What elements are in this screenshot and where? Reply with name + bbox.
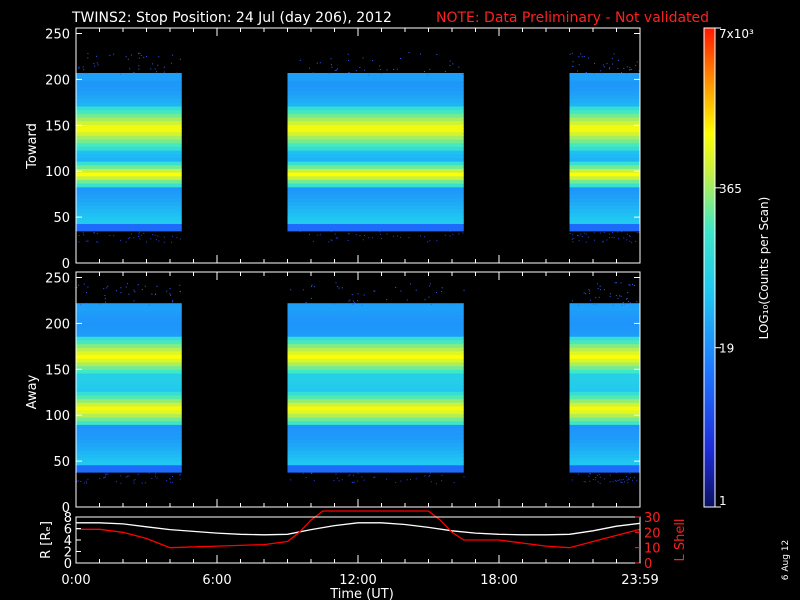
lshell-axis-label: L Shell xyxy=(673,518,688,561)
time-axis-label: Time (UT) xyxy=(329,587,394,600)
y-tick-label: 250 xyxy=(45,272,70,287)
orbit-line-panel: 0246801020300:00 6:00 12:00 18:00 23:59 xyxy=(61,511,660,588)
y-tick-label: 50 xyxy=(53,455,70,470)
away-spectrogram-panel: 050100150200250 xyxy=(45,272,640,516)
x-tick-label: 0:00 xyxy=(61,573,90,588)
away-axis-label: Away xyxy=(25,374,40,409)
y-tick-label-left: 8 xyxy=(64,511,72,526)
y-tick-label: 100 xyxy=(45,165,70,180)
colorbar-label: LOG₁₀(Counts per Scan) xyxy=(757,197,771,340)
toward-spectrogram-panel: 0 50 100 150 200 250 xyxy=(45,28,640,272)
y-tick-label: 50 xyxy=(53,211,70,226)
colorbar-tick-label: 1 xyxy=(719,494,727,508)
y-tick-label: 0 xyxy=(62,257,70,272)
toward-axis-label: Toward xyxy=(25,123,40,170)
colorbar-tick-label: 19 xyxy=(719,342,734,356)
y-tick-label: 200 xyxy=(45,317,70,332)
y-tick-label: 100 xyxy=(45,409,70,424)
data-block-1 xyxy=(288,52,464,242)
colorbar-tick-label: 365 xyxy=(719,182,742,196)
data-block-2 xyxy=(570,282,641,484)
y-tick-label: 150 xyxy=(45,363,70,378)
colorbar-ticks: 7x10³ 365 19 1 xyxy=(715,27,754,508)
data-block-0 xyxy=(76,283,182,484)
y-tick-label: 150 xyxy=(45,119,70,134)
y-tick-label-right: 0 xyxy=(644,557,652,572)
figure-title: TWINS2: Stop Position: 24 Jul (day 206),… xyxy=(71,10,392,26)
y-tick-label: 250 xyxy=(45,28,70,43)
y-tick-label-right: 30 xyxy=(644,511,661,526)
preliminary-note: NOTE: Data Preliminary - Not validated xyxy=(436,10,709,26)
y-tick-label-right: 10 xyxy=(644,542,661,557)
y-tick-label: 200 xyxy=(45,73,70,88)
x-tick-label: 6:00 xyxy=(202,573,231,588)
date-stamp: 6 Aug 12 xyxy=(781,540,791,580)
x-tick-label: 23:59 xyxy=(621,573,658,588)
colorbar-tick-label: 7x10³ xyxy=(719,27,754,41)
data-block-1 xyxy=(288,282,465,484)
colorbar xyxy=(704,28,715,507)
data-block-0 xyxy=(76,53,182,243)
data-block-2 xyxy=(570,53,641,243)
x-tick-label: 18:00 xyxy=(480,573,517,588)
y-tick-label-right: 20 xyxy=(644,526,661,541)
radius-axis-label: R [Rₑ] xyxy=(39,521,54,559)
x-tick-label: 12:00 xyxy=(339,573,376,588)
